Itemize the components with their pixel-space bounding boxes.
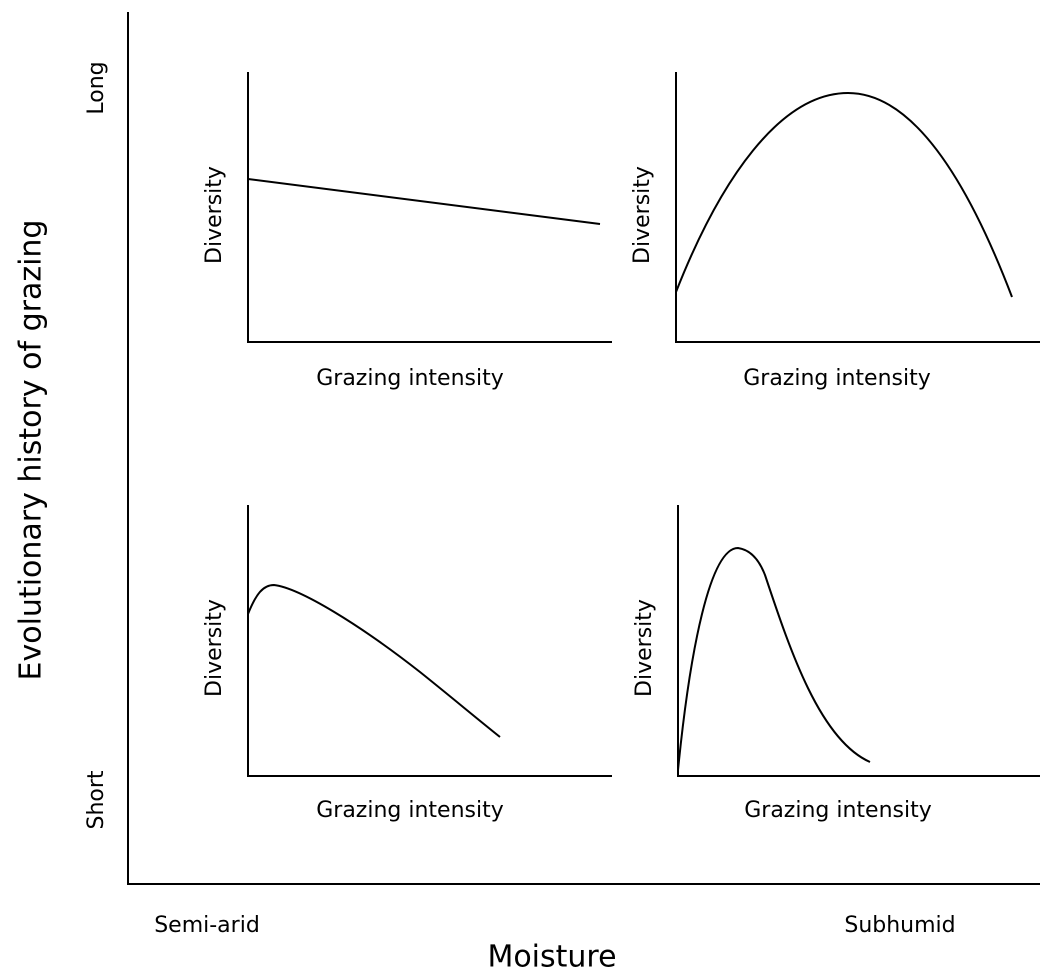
curve xyxy=(247,178,601,225)
y-axis-top: Long xyxy=(84,61,109,114)
panel-axes xyxy=(677,505,1040,777)
panel-axes xyxy=(247,72,612,343)
curve xyxy=(675,91,1013,298)
outer-axes xyxy=(127,12,1040,885)
panel-x-label: Grazing intensity xyxy=(316,366,504,391)
panel-x-label: Grazing intensity xyxy=(316,798,504,823)
panel-y-label: Diversity xyxy=(202,599,227,697)
panel-x-label: Grazing intensity xyxy=(744,798,932,823)
panel-y-label: Diversity xyxy=(632,599,657,697)
y-axis-label: Evolutionary history of grazing xyxy=(14,220,49,681)
y-axis-bottom: Short xyxy=(84,770,109,829)
panel-axes xyxy=(675,72,1040,343)
curve xyxy=(247,583,501,738)
panel-x-label: Grazing intensity xyxy=(743,366,931,391)
curve xyxy=(677,546,871,771)
x-axis-right: Subhumid xyxy=(844,913,955,938)
x-axis-left: Semi-arid xyxy=(154,913,260,938)
panel-y-label: Diversity xyxy=(202,166,227,264)
panel-y-label: Diversity xyxy=(630,166,655,264)
x-axis-label: Moisture xyxy=(487,940,616,974)
panel-axes xyxy=(247,505,612,777)
